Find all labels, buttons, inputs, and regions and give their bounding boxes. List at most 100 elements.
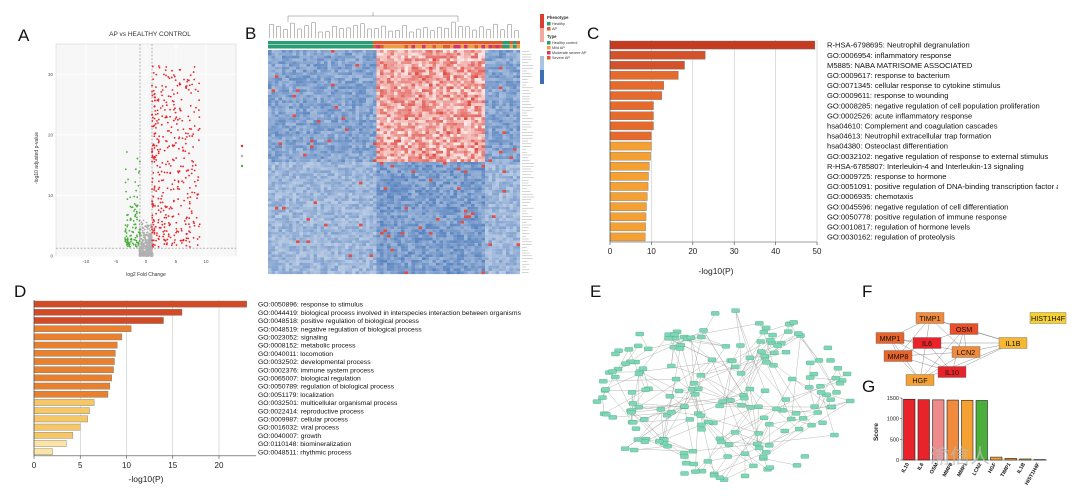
heatmap-cell bbox=[334, 78, 339, 81]
volcano-point-ns bbox=[148, 227, 151, 230]
heatmap-cell bbox=[422, 162, 426, 165]
heatmap-cell bbox=[394, 103, 398, 107]
heatmap-cell bbox=[446, 125, 451, 129]
heatmap-cell bbox=[275, 184, 279, 188]
heatmap-cell bbox=[285, 139, 290, 143]
heatmap-cell bbox=[509, 181, 514, 185]
heatmap-cell bbox=[478, 167, 482, 171]
heatmap-cell bbox=[327, 139, 332, 143]
heatmap-cell bbox=[429, 61, 433, 65]
heatmap-cell bbox=[499, 164, 503, 168]
heatmap-cell bbox=[404, 78, 409, 81]
heatmap-cell bbox=[306, 176, 311, 179]
heatmap-cell bbox=[499, 117, 503, 121]
heatmap-cell bbox=[404, 181, 409, 185]
heatmap-cell bbox=[492, 117, 496, 121]
volcano-point-down bbox=[131, 230, 134, 233]
heatmap-annotation-cell bbox=[285, 45, 289, 49]
heatmap-cell bbox=[292, 173, 297, 177]
heatmap-cell bbox=[457, 195, 461, 199]
heatmap-cell bbox=[390, 66, 395, 70]
heatmap-cell bbox=[443, 100, 447, 104]
heatmap-cell bbox=[289, 131, 293, 135]
heatmap-cell bbox=[439, 150, 444, 154]
heatmap-cell bbox=[387, 50, 391, 53]
heatmap-cell bbox=[488, 55, 493, 59]
heatmap-cell bbox=[464, 78, 468, 81]
heatmap-cell bbox=[331, 75, 335, 79]
heatmap-cell bbox=[471, 89, 475, 93]
heatmap-cell bbox=[485, 178, 489, 182]
heatmap-cell bbox=[317, 103, 321, 107]
heatmap-cell bbox=[282, 139, 286, 143]
heatmap-cell bbox=[355, 128, 360, 132]
heatmap-cell bbox=[394, 69, 398, 73]
heatmap-cell bbox=[341, 131, 346, 135]
heatmap-cell bbox=[425, 178, 430, 182]
heatmap-cell bbox=[320, 187, 325, 191]
heatmap-cell bbox=[464, 66, 468, 70]
volcano-point-up bbox=[151, 203, 153, 206]
heatmap-cell bbox=[474, 86, 479, 90]
heatmap-cell bbox=[359, 64, 363, 67]
heatmap-cell bbox=[306, 187, 311, 191]
heatmap-cell bbox=[439, 103, 444, 107]
heatmap-cell bbox=[268, 162, 272, 165]
heatmap-cell bbox=[394, 134, 398, 137]
heatmap-cell bbox=[359, 162, 363, 165]
heatmap-annotation-cell bbox=[331, 45, 335, 49]
heatmap-cell bbox=[383, 58, 388, 62]
heatmap-cell bbox=[429, 92, 433, 95]
volcano-point-ns bbox=[145, 252, 148, 255]
heatmap-cell bbox=[401, 92, 405, 95]
heatmap-cell bbox=[338, 184, 342, 188]
heatmap-cell bbox=[394, 89, 398, 93]
heatmap-cell bbox=[317, 55, 321, 59]
heatmap-cell bbox=[271, 80, 276, 84]
heatmap-cell bbox=[376, 111, 381, 115]
heatmap-dendrogram-branch bbox=[416, 28, 421, 38]
heatmap-cell bbox=[324, 187, 328, 191]
volcano-point-up bbox=[195, 106, 197, 109]
heatmap-cell bbox=[411, 136, 416, 140]
heatmap-cell bbox=[373, 159, 377, 163]
heatmap-cell bbox=[299, 92, 304, 95]
heatmap-cell bbox=[394, 100, 398, 104]
heatmap-cell bbox=[296, 100, 300, 104]
volcano-point-ns bbox=[143, 242, 145, 245]
heatmap-cell bbox=[425, 148, 430, 151]
heatmap-cell bbox=[303, 125, 307, 129]
heatmap-annotation-cell bbox=[516, 45, 520, 49]
heatmap-cell bbox=[327, 69, 332, 73]
heatmap-cell bbox=[411, 52, 416, 56]
heatmap-cell bbox=[418, 159, 423, 163]
heatmap-cell bbox=[334, 187, 339, 191]
heatmap-dendrogram-branch bbox=[287, 15, 459, 22]
heatmap-cell bbox=[460, 52, 465, 56]
volcano-point-up bbox=[168, 207, 171, 210]
volcano-point-up bbox=[192, 237, 195, 239]
volcano-point-up bbox=[153, 185, 156, 188]
heatmap-cell bbox=[436, 142, 440, 146]
volcano-point-up bbox=[152, 125, 155, 128]
heatmap-cell bbox=[292, 162, 297, 165]
heatmap-cell bbox=[415, 94, 419, 98]
heatmap-cell bbox=[499, 120, 503, 123]
heatmap-cell bbox=[436, 61, 440, 65]
volcano-point-up bbox=[167, 222, 170, 224]
heatmap-cell bbox=[327, 64, 332, 67]
heatmap-cell bbox=[436, 195, 440, 199]
heatmap-cell bbox=[516, 184, 521, 188]
heatmap-cell bbox=[289, 134, 293, 137]
heatmap-cell bbox=[464, 159, 468, 163]
heatmap-cell bbox=[324, 139, 328, 143]
heatmap-cell bbox=[513, 64, 517, 67]
heatmap-cell bbox=[380, 167, 384, 171]
volcano-point-ns bbox=[147, 240, 150, 243]
heatmap-cell bbox=[394, 58, 398, 62]
volcano-point-up bbox=[183, 199, 186, 202]
heatmap-cell bbox=[299, 181, 304, 185]
heatmap-cell bbox=[509, 80, 514, 84]
heatmap-cell bbox=[408, 120, 412, 123]
heatmap-cell bbox=[341, 173, 346, 177]
